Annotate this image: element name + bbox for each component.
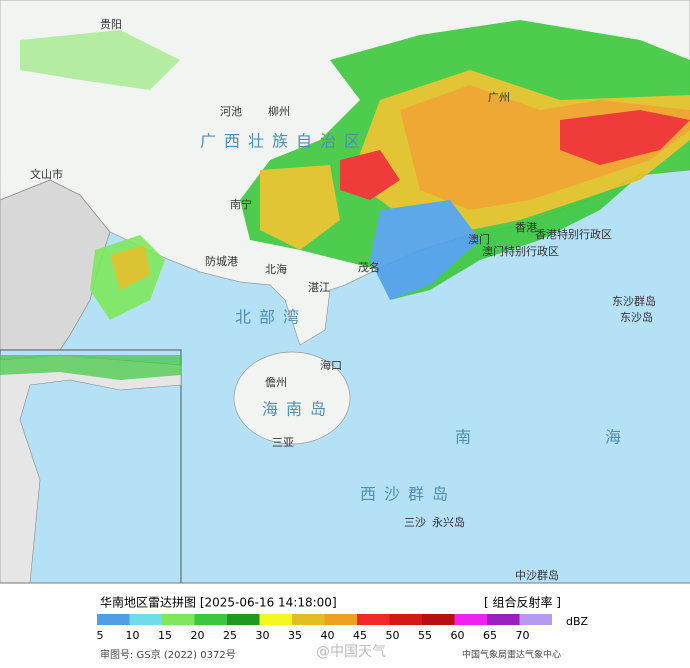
legend-tick-label: 25 — [223, 629, 237, 642]
legend-swatch — [487, 614, 520, 625]
legend-tick-label: 60 — [451, 629, 465, 642]
place-label: 中沙群岛 — [515, 568, 559, 582]
legend-swatch — [519, 614, 552, 625]
legend-tick-label: 55 — [418, 629, 432, 642]
legend-tick-label: 35 — [288, 629, 302, 642]
legend-swatch — [292, 614, 325, 625]
legend-swatch — [324, 614, 357, 625]
place-label: 广州 — [488, 91, 510, 104]
watermark: @中国天气 — [316, 644, 386, 660]
legend-tick-label: 30 — [256, 629, 270, 642]
legend-tick-label: 20 — [191, 629, 205, 642]
place-label: 贵阳 — [100, 18, 122, 31]
place-label: 澳门 — [468, 232, 490, 246]
place-label: 澳门特别行政区 — [482, 244, 559, 258]
place-label: 南 — [455, 428, 479, 447]
hainan — [233, 351, 351, 445]
legend-swatch — [259, 614, 292, 625]
place-label: 三亚 — [272, 436, 294, 449]
place-label: 西沙群岛 — [360, 485, 456, 504]
legend-tick-label: 45 — [353, 629, 367, 642]
legend-unit: dBZ — [566, 615, 589, 628]
legend-swatch — [194, 614, 227, 625]
place-label: 儋州 — [265, 376, 287, 389]
place-label: 海南岛 — [262, 400, 334, 419]
place-label: 香港特别行政区 — [535, 227, 612, 241]
place-label: 海 — [605, 428, 629, 447]
place-label: 永兴岛 — [432, 515, 465, 529]
legend-tick-label: 40 — [321, 629, 335, 642]
place-label: 河池 — [220, 105, 242, 118]
radar-echo — [20, 20, 690, 320]
legend-tick-label: 10 — [126, 629, 140, 642]
legend-swatch — [97, 614, 130, 625]
legend-swatch — [162, 614, 195, 625]
source: 中国气象局雷达气象中心 — [462, 649, 561, 661]
place-label: 南宁 — [230, 197, 252, 211]
legend-title: 华南地区雷达拼图 [2025-06-16 14:18:00] — [100, 595, 337, 610]
legend-tick-label: 15 — [158, 629, 172, 642]
legend-tick-label: 70 — [516, 629, 530, 642]
inset-echo — [0, 355, 181, 380]
place-label: 防城港 — [205, 254, 238, 268]
legend-swatch — [129, 614, 162, 625]
legend-swatch — [454, 614, 487, 625]
place-label: 广西壮族自治区 — [200, 132, 368, 151]
place-label: 茂名 — [358, 260, 380, 274]
legend-swatch — [389, 614, 422, 625]
place-label: 湛江 — [308, 281, 330, 294]
legend-product: [ 组合反射率 ] — [484, 595, 561, 610]
legend-swatch — [357, 614, 390, 625]
legend-tick-label: 5 — [97, 629, 104, 642]
place-label: 东沙岛 — [620, 310, 653, 324]
place-label: 柳州 — [268, 104, 290, 118]
approval-number: 审图号: GS京 (2022) 0372号 — [100, 648, 236, 661]
legend-swatch — [227, 614, 260, 625]
legend-tick-label: 50 — [386, 629, 400, 642]
place-label: 文山市 — [30, 167, 63, 181]
place-label: 北海 — [265, 262, 287, 276]
legend-swatch — [422, 614, 455, 625]
place-label: 北部湾 — [235, 308, 307, 327]
place-label: 三沙 — [404, 516, 426, 529]
place-label: 香港 — [515, 221, 537, 234]
place-label: 东沙群岛 — [612, 294, 656, 308]
place-label: 海口 — [320, 358, 342, 372]
legend-tick-label: 65 — [483, 629, 497, 642]
